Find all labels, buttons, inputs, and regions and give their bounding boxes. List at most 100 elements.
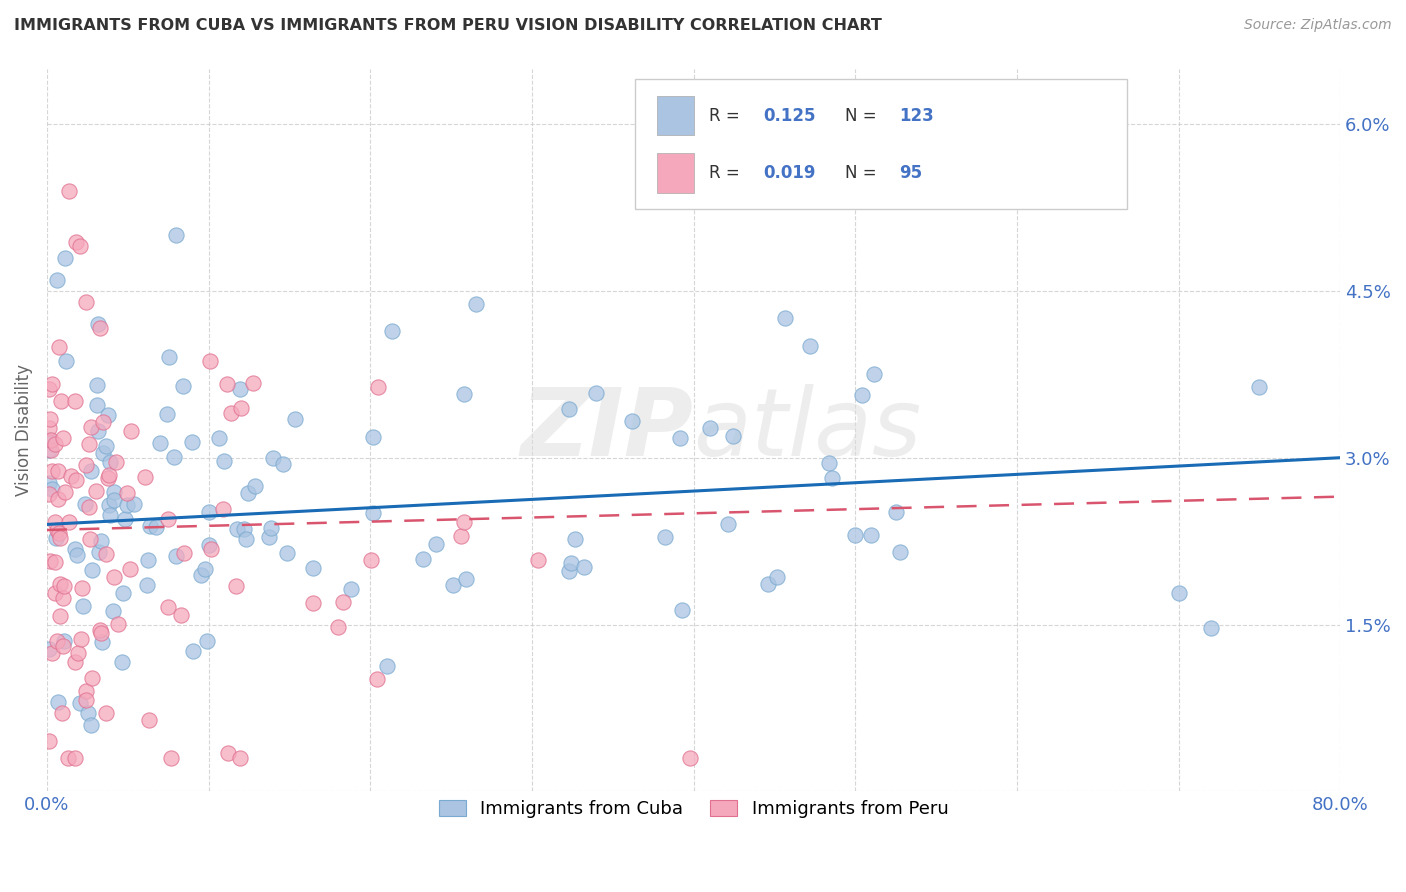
Point xyxy=(80,420,103,434)
Point xyxy=(441,577,464,591)
Point xyxy=(75,295,97,310)
Point xyxy=(53,634,76,648)
Point xyxy=(671,603,693,617)
Point xyxy=(157,599,180,614)
Point xyxy=(159,751,181,765)
Point xyxy=(654,530,676,544)
Point xyxy=(163,450,186,464)
Point xyxy=(86,398,108,412)
Point xyxy=(217,746,239,760)
Point xyxy=(45,634,67,648)
Text: 0.125: 0.125 xyxy=(763,106,815,125)
Point xyxy=(450,529,472,543)
Point xyxy=(243,478,266,492)
Point xyxy=(37,734,59,748)
Text: R =: R = xyxy=(709,164,745,182)
Point xyxy=(817,457,839,471)
Point xyxy=(889,545,911,559)
Point xyxy=(37,641,59,656)
Point xyxy=(46,695,69,709)
Point xyxy=(228,751,250,765)
Point xyxy=(45,531,67,545)
Point xyxy=(766,570,789,584)
Point xyxy=(87,545,110,559)
Point xyxy=(172,379,194,393)
Point xyxy=(80,717,103,731)
Point xyxy=(52,639,75,653)
Point xyxy=(181,644,204,658)
Point xyxy=(238,485,260,500)
Point xyxy=(37,487,59,501)
Point xyxy=(124,497,146,511)
Bar xyxy=(658,95,693,136)
Point xyxy=(1199,621,1222,635)
Point xyxy=(45,273,67,287)
Point xyxy=(49,577,72,591)
Point xyxy=(276,546,298,560)
Point xyxy=(190,568,212,582)
Point xyxy=(51,706,73,721)
Point xyxy=(375,659,398,673)
Point xyxy=(48,525,70,540)
Point xyxy=(89,321,111,335)
Point xyxy=(39,443,62,458)
Point xyxy=(37,443,59,458)
Point xyxy=(226,522,249,536)
Point xyxy=(66,548,89,562)
Point xyxy=(66,646,89,660)
Point xyxy=(756,577,779,591)
Point xyxy=(75,693,97,707)
Point xyxy=(110,656,132,670)
Point xyxy=(41,376,63,391)
Point xyxy=(180,434,202,449)
Point xyxy=(235,533,257,547)
Point xyxy=(103,484,125,499)
Point xyxy=(49,531,72,545)
Point xyxy=(170,607,193,622)
Point xyxy=(198,538,221,552)
Point xyxy=(69,696,91,710)
Point xyxy=(111,586,134,600)
Point xyxy=(103,570,125,584)
Point xyxy=(46,523,69,537)
Point xyxy=(65,473,87,487)
Point xyxy=(55,354,77,368)
Point xyxy=(156,407,179,421)
Point xyxy=(41,434,63,448)
Text: Source: ZipAtlas.com: Source: ZipAtlas.com xyxy=(1244,18,1392,32)
Point xyxy=(48,339,70,353)
Point xyxy=(121,424,143,438)
Point xyxy=(87,425,110,439)
Point xyxy=(44,516,66,530)
Point xyxy=(284,412,307,426)
Point xyxy=(301,560,323,574)
Point xyxy=(464,297,486,311)
Point xyxy=(63,542,86,557)
Point xyxy=(1249,380,1271,394)
Point xyxy=(145,519,167,533)
Point xyxy=(60,468,83,483)
Point xyxy=(328,620,350,634)
Point xyxy=(412,551,434,566)
Point xyxy=(208,431,231,445)
Point xyxy=(117,498,139,512)
Point xyxy=(381,324,404,338)
Point xyxy=(63,751,86,765)
Point xyxy=(44,437,66,451)
Point xyxy=(717,517,740,532)
Point xyxy=(886,505,908,519)
Point xyxy=(863,367,886,381)
Point xyxy=(165,549,187,563)
Point xyxy=(53,579,76,593)
Point xyxy=(527,553,550,567)
Point xyxy=(821,471,844,485)
Point xyxy=(139,519,162,533)
Point xyxy=(49,609,72,624)
Point xyxy=(38,421,60,435)
Point xyxy=(560,556,582,570)
Point xyxy=(259,530,281,544)
Point xyxy=(80,563,103,577)
Point xyxy=(90,534,112,549)
Point xyxy=(51,591,73,606)
Point xyxy=(58,515,80,529)
